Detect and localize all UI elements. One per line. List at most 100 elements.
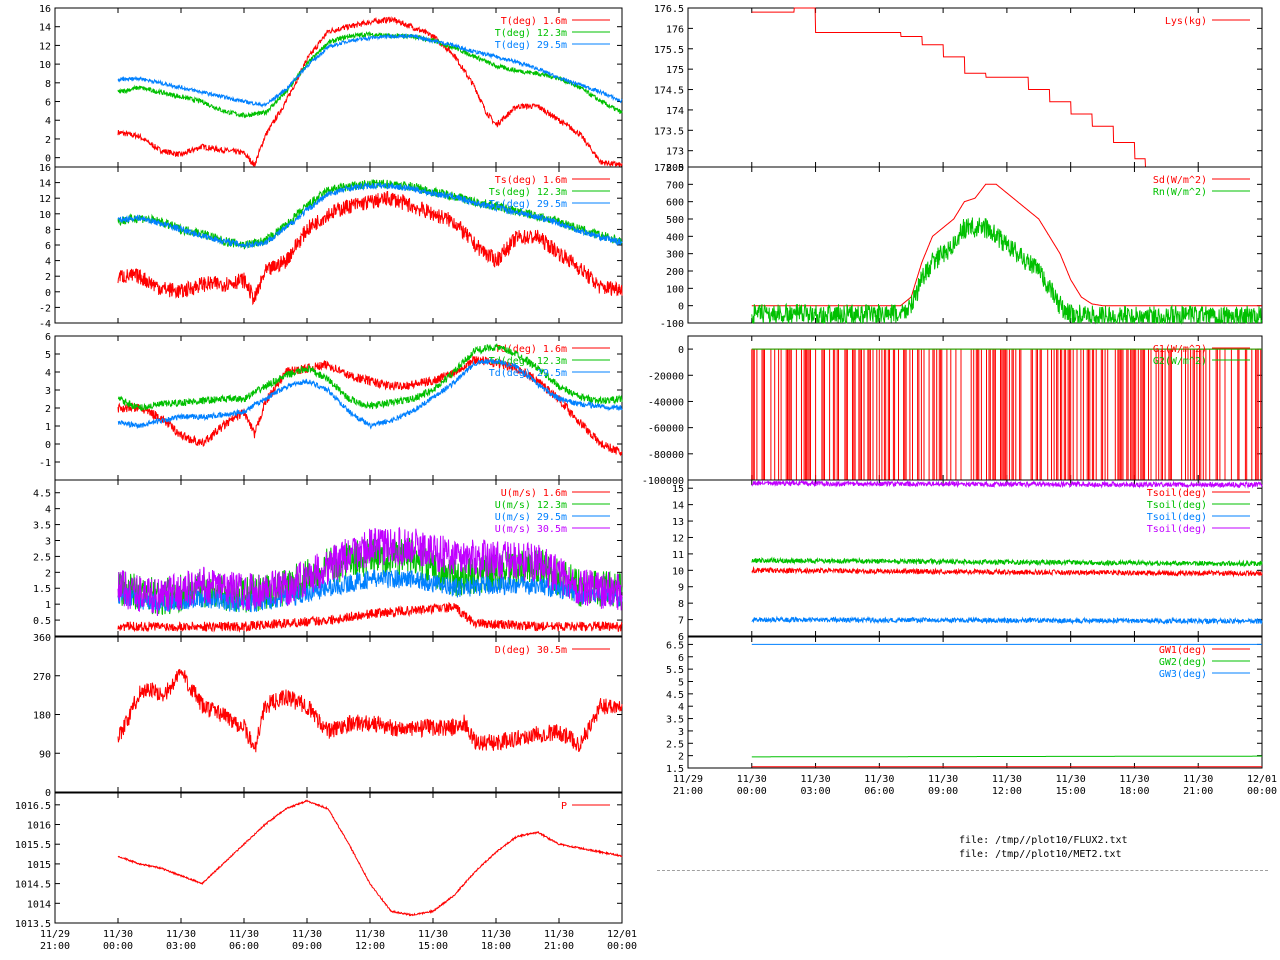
x-tick-label: 12/01 (607, 929, 637, 940)
series-line (751, 755, 1262, 758)
legend-label: Ts(deg) 29.5m (489, 199, 567, 210)
legend-label: T(deg) 29.5m (495, 40, 567, 51)
y-tick-label: 0 (45, 288, 51, 299)
panel-wind-speed: 4.5 4 3.5 3 2.5 2 1.5 1 0.5 U(m/s) 1.6mU(m/s) 12.… (33, 479, 623, 637)
y-tick-label: 12 (39, 194, 51, 205)
y-tick-label: 4.5 (33, 489, 51, 500)
panel-soil-temperature: 1514131211109876Tsoil(deg)Tsoil(deg)Tsoi… (672, 479, 1263, 643)
panel-lysimeter: 176.5 176 175.5 175 174.5 174 173.5 173 172.5 Lys… (654, 4, 1263, 174)
series-line (117, 799, 623, 917)
y-tick-label: -2 (39, 303, 51, 314)
series-line (751, 479, 1263, 489)
y-tick-label: 6 (45, 98, 51, 109)
y-tick-label: 4 (678, 702, 684, 713)
y-tick-label: 13 (672, 517, 684, 528)
y-tick-label: 15 (672, 484, 684, 495)
y-tick-label: -100000 (642, 476, 684, 487)
legend-label: Td(deg) 1.6m (495, 344, 567, 355)
x-tick-label: 00:00 (1247, 786, 1277, 797)
series-line (117, 601, 623, 633)
y-tick-label: 3 (45, 386, 51, 397)
dashed-divider (657, 870, 1268, 871)
y-tick-label: 1015.5 (15, 840, 51, 851)
y-tick-label: 1014 (27, 899, 51, 910)
x-tick-label: 12:00 (355, 941, 385, 952)
series-line (117, 31, 623, 119)
y-tick-label: 11 (672, 550, 684, 561)
y-tick-label: 4 (45, 257, 51, 268)
y-tick-label: 10 (39, 60, 51, 71)
x-tick-label: 00:00 (737, 786, 767, 797)
y-tick-label: 1016 (27, 821, 51, 832)
y-tick-label: 1016.5 (15, 801, 51, 812)
x-tick-label: 11/30 (801, 774, 831, 785)
plot-frame (54, 792, 623, 924)
x-tick-label: 21:00 (544, 941, 574, 952)
legend-label: GW2(deg) (1159, 657, 1207, 668)
legend-label: G1(W/m^2) (1153, 344, 1207, 355)
x-tick-label: 06:00 (229, 941, 259, 952)
y-tick-label: 0 (45, 440, 51, 451)
y-tick-label: 176.5 (654, 4, 684, 15)
y-tick-label: 0 (678, 345, 684, 356)
x-tick-label: 21:00 (1183, 786, 1213, 797)
y-tick-label: 2.5 (666, 739, 684, 750)
x-tick-label: 12/01 (1247, 774, 1277, 785)
legend-label: Tsoil(deg) (1147, 488, 1207, 499)
plot-frame (54, 479, 623, 637)
legend-label: T(deg) 12.3m (495, 28, 567, 39)
y-tick-label: 300 (666, 250, 684, 261)
series-line (117, 191, 623, 306)
x-tick-label: 11/30 (1056, 774, 1086, 785)
y-tick-label: -4 (39, 319, 51, 330)
legend-label: T(deg) 1.6m (501, 16, 567, 27)
x-tick-label: 11/30 (992, 774, 1022, 785)
y-tick-label: 1014.5 (15, 880, 51, 891)
y-tick-label: 10 (39, 210, 51, 221)
legend-label: D(deg) 30.5m (495, 645, 567, 656)
y-tick-label: 100 (666, 284, 684, 295)
legend-label: Tsoil(deg) (1147, 512, 1207, 523)
x-tick-label: 00:00 (607, 941, 637, 952)
series-line (117, 32, 623, 109)
y-tick-label: 800 (666, 163, 684, 174)
y-tick-label: 0 (45, 788, 51, 799)
y-tick-label: 3.5 (666, 715, 684, 726)
y-tick-label: 173.5 (654, 126, 684, 137)
legend-label: Tsoil(deg) (1147, 500, 1207, 511)
y-tick-label: 2 (45, 272, 51, 283)
legend-label: Tsoil(deg) (1147, 524, 1207, 535)
legend-label: Ts(deg) 1.6m (495, 175, 567, 186)
x-tick-label: 18:00 (481, 941, 511, 952)
legend-label: Ts(deg) 12.3m (489, 187, 567, 198)
legend-label: P (561, 801, 567, 812)
series-line (751, 566, 1263, 578)
panel-pressure: 1016.5 1016 1015.5 1015 1014.5 1014 1013.511/2… (15, 792, 637, 952)
y-tick-label: 5 (678, 677, 684, 688)
x-tick-label: 06:00 (864, 786, 894, 797)
series-line (117, 16, 623, 168)
x-tick-label: 15:00 (1056, 786, 1086, 797)
series-line (117, 355, 623, 457)
y-tick-label: 7 (678, 616, 684, 627)
y-tick-label: 200 (666, 267, 684, 278)
panel-air-temperature: 16 14 12 10 8 6 4 2 0 T(deg) 1.6mT(deg) 12.3mT(de… (39, 4, 623, 168)
legend-label: U(m/s) 30.5m (495, 524, 567, 535)
legend-label: Sd(W/m^2) (1153, 175, 1207, 186)
y-tick-label: 90 (39, 749, 51, 760)
series-line (117, 357, 623, 430)
x-tick-label: 11/30 (355, 929, 385, 940)
file-list: file: /tmp//plot10/FLUX2.txt file: /tmp/… (959, 834, 1128, 862)
y-tick-label: 1013.5 (15, 919, 51, 930)
y-tick-label: 6 (45, 241, 51, 252)
y-tick-label: 14 (39, 179, 51, 190)
x-tick-label: 18:00 (1119, 786, 1149, 797)
y-tick-label: 176 (666, 24, 684, 35)
x-tick-label: 00:00 (103, 941, 133, 952)
panel-ground-flux: 0 -20000 -40000 -60000 -80000 -100000 G2(W/m^2… (642, 335, 1263, 487)
panel-groundwater: 6.565.554.543.532.521.511/2921:0011/3000… (666, 636, 1277, 797)
y-tick-label: 12 (39, 41, 51, 52)
y-tick-label: 5 (45, 350, 51, 361)
